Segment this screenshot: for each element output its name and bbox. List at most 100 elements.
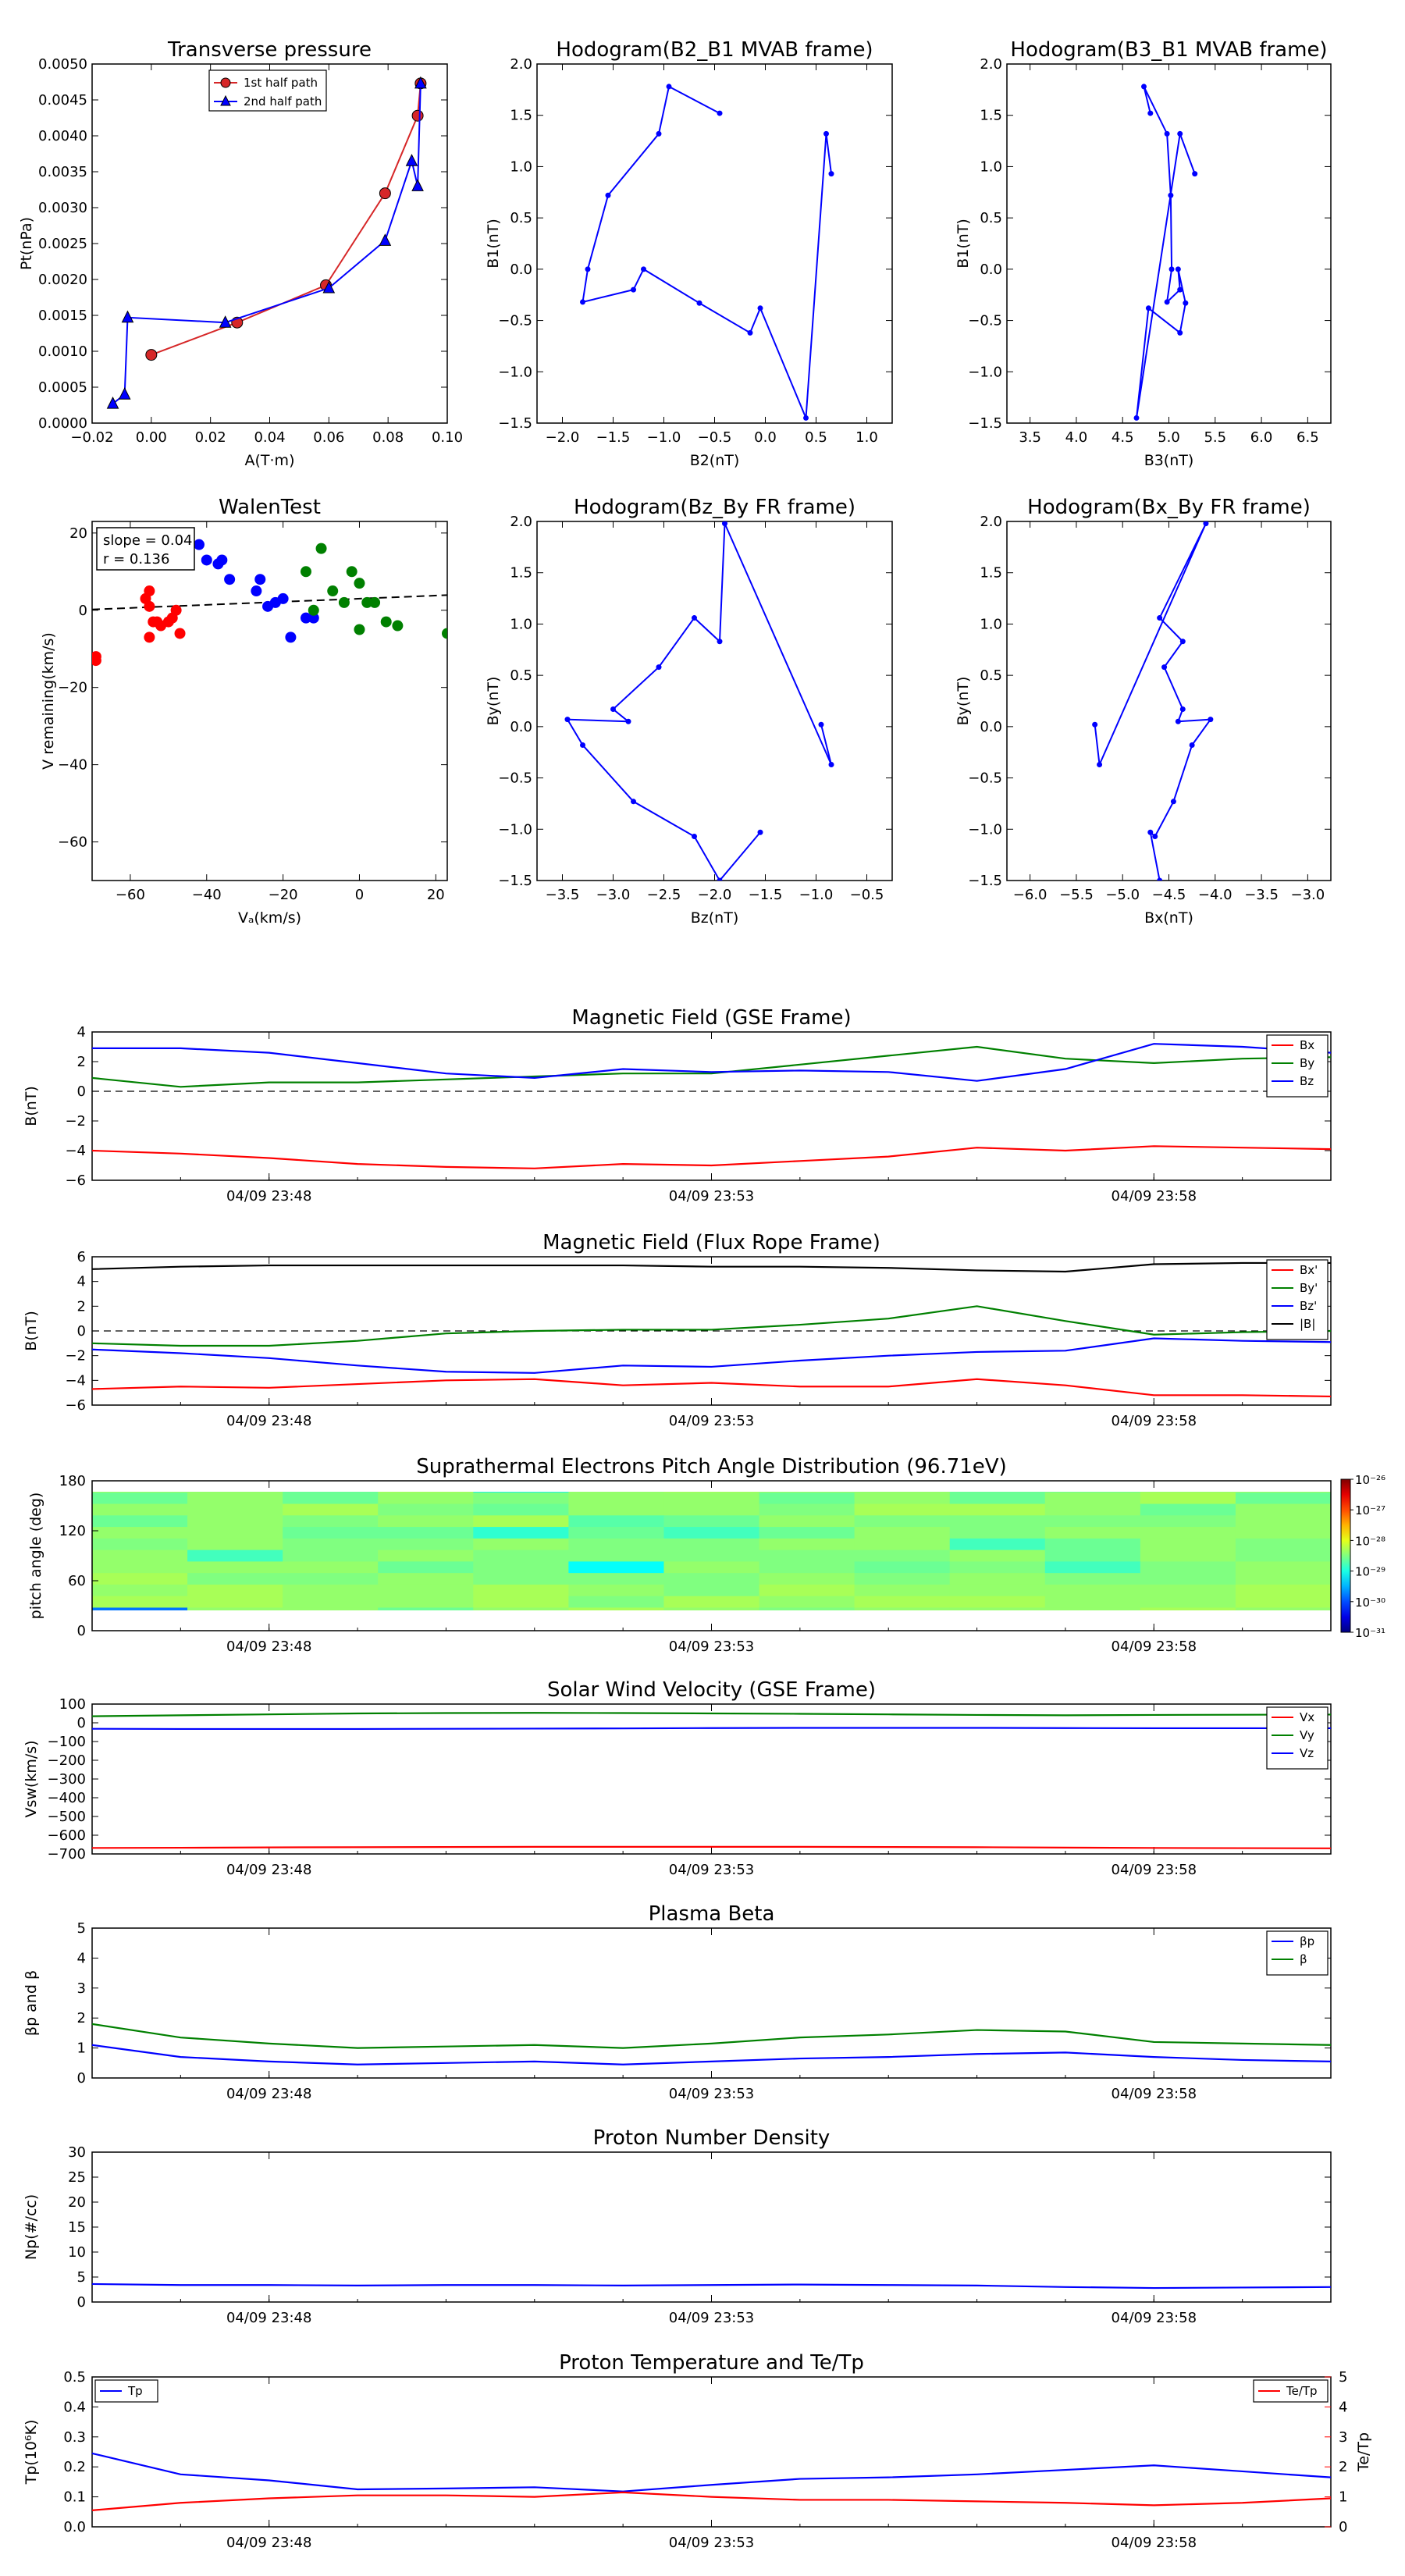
legend-label: By xyxy=(1300,1056,1314,1070)
data-point xyxy=(1147,110,1154,116)
y-tick-label: 4 xyxy=(77,1274,86,1290)
y-tick-label: 1.5 xyxy=(980,108,1002,124)
heatmap-cell xyxy=(759,1527,855,1539)
y-tick-label: 30 xyxy=(68,2144,86,2161)
x-tick-label: 04/09 23:58 xyxy=(1112,1188,1197,1204)
heatmap-cell xyxy=(283,1596,379,1608)
legend-label: By' xyxy=(1300,1281,1318,1295)
x-tick-label: 04/09 23:48 xyxy=(226,1638,311,1655)
y-tick-label: 1.0 xyxy=(980,616,1002,632)
chart-title: Magnetic Field (GSE Frame) xyxy=(571,1006,851,1030)
y-axis-label: B(nT) xyxy=(23,1086,40,1126)
data-point xyxy=(300,612,311,624)
y-axis-label: Vsw(km/s) xyxy=(23,1740,40,1817)
heatmap-cell xyxy=(1044,1527,1141,1539)
y-tick-label: 0.0045 xyxy=(38,92,87,109)
x-tick-label: 04/09 23:53 xyxy=(669,2310,754,2326)
data-point xyxy=(144,632,155,643)
series-line xyxy=(91,2452,1332,2492)
data-point xyxy=(338,596,350,608)
heatmap-cell xyxy=(283,1503,379,1516)
data-point xyxy=(322,280,336,294)
heatmap-cell xyxy=(949,1515,1046,1528)
data-point xyxy=(92,655,101,667)
data-point xyxy=(1189,742,1195,749)
data-point xyxy=(1147,829,1154,835)
legend-label: 1st half path xyxy=(244,76,318,90)
data-point xyxy=(1164,299,1170,305)
x-tick-label: 04/09 23:58 xyxy=(1112,2535,1197,2551)
series-line xyxy=(91,1305,1332,1347)
data-point xyxy=(757,305,763,311)
proton_temperature-chart: Proton Temperature and Te/Tp 04/09 23:48 0… xyxy=(23,2351,1372,2551)
data-point xyxy=(174,628,186,639)
x-tick-label: −3.0 xyxy=(596,887,631,903)
chart-title: Magnetic Field (Flux Rope Frame) xyxy=(542,1231,880,1254)
heatmap-cell xyxy=(1044,1596,1141,1608)
heatmap-cell xyxy=(568,1503,664,1516)
heatmap-cell xyxy=(949,1492,1046,1505)
y-tick-label: 2 xyxy=(77,1298,86,1315)
heatmap-cell xyxy=(663,1538,760,1551)
legend-label: Vz xyxy=(1300,1746,1314,1760)
x-tick-label: 04/09 23:48 xyxy=(226,1413,311,1429)
x-tick-label: 04/09 23:48 xyxy=(226,2086,311,2102)
x-axis-label: Bx(nT) xyxy=(1144,909,1193,927)
x-tick-label: 04/09 23:48 xyxy=(226,2310,311,2326)
data-point xyxy=(405,154,418,166)
heatmap-cell xyxy=(663,1561,760,1574)
data-point xyxy=(354,624,365,635)
y-tick-label: −300 xyxy=(48,1771,86,1788)
y-tick-label: −200 xyxy=(48,1752,86,1769)
heatmap-cell xyxy=(854,1538,951,1551)
heatmap-cell xyxy=(949,1550,1046,1562)
heatmap-cell xyxy=(1044,1538,1141,1551)
y-tick-label: 2 xyxy=(77,1054,86,1070)
plot-frame xyxy=(91,1703,1332,1855)
heatmap-cell xyxy=(854,1584,951,1597)
heatmap-cell xyxy=(378,1492,474,1505)
y-tick-label: −20 xyxy=(58,680,87,696)
x-tick-label: 04/09 23:53 xyxy=(669,1413,754,1429)
data-point xyxy=(1133,415,1140,421)
y-tick-label: 0.0 xyxy=(980,262,1002,278)
heatmap-cell xyxy=(283,1527,379,1539)
y-axis-label: B1(nT) xyxy=(955,219,972,269)
heatmap-cell xyxy=(759,1573,855,1585)
series-line xyxy=(1094,523,1212,881)
heatmap-cell xyxy=(378,1527,474,1539)
colorbar-label: 10⁻²⁷ xyxy=(1355,1503,1385,1517)
data-point xyxy=(1164,130,1170,137)
data-point xyxy=(1168,192,1174,198)
heatmap-cell xyxy=(187,1584,283,1597)
y-tick-label: 1.0 xyxy=(980,158,1002,175)
heatmap-cell xyxy=(1140,1550,1236,1562)
heatmap-cell xyxy=(1140,1573,1236,1585)
hodogram_b3_b1-chart: Hodogram(B3_B1 MVAB frame) 3.5 4.0 4.5 5.0 5.… xyxy=(955,38,1332,469)
heatmap-cell xyxy=(759,1550,855,1562)
data-point xyxy=(315,543,327,554)
legend-marker xyxy=(220,77,231,88)
y-axis-label: V remaining(km/s) xyxy=(40,632,57,770)
heatmap-cell xyxy=(1140,1503,1236,1516)
data-point xyxy=(823,130,829,137)
data-point xyxy=(1177,329,1183,336)
data-point xyxy=(144,585,155,597)
data-point xyxy=(201,554,212,566)
x-tick-label: −4.0 xyxy=(1198,887,1232,903)
heatmap-cell xyxy=(378,1584,474,1597)
data-point xyxy=(631,799,636,805)
heatmap-cell xyxy=(663,1515,760,1528)
colorbar-label: 10⁻³⁰ xyxy=(1355,1596,1385,1610)
data-point xyxy=(803,415,809,421)
heatmap-cell xyxy=(854,1596,951,1608)
heatmap-cell xyxy=(283,1561,379,1574)
heatmap-cell xyxy=(568,1538,664,1551)
heatmap-cell xyxy=(568,1584,664,1597)
legend-label: Bx' xyxy=(1300,1263,1318,1277)
series-line xyxy=(91,2044,1332,2065)
y-tick-label: −1.5 xyxy=(968,873,1002,889)
heatmap-cell xyxy=(1235,1538,1332,1551)
y-axis-label: βp and β xyxy=(23,1970,40,2036)
heatmap-cell xyxy=(568,1515,664,1528)
